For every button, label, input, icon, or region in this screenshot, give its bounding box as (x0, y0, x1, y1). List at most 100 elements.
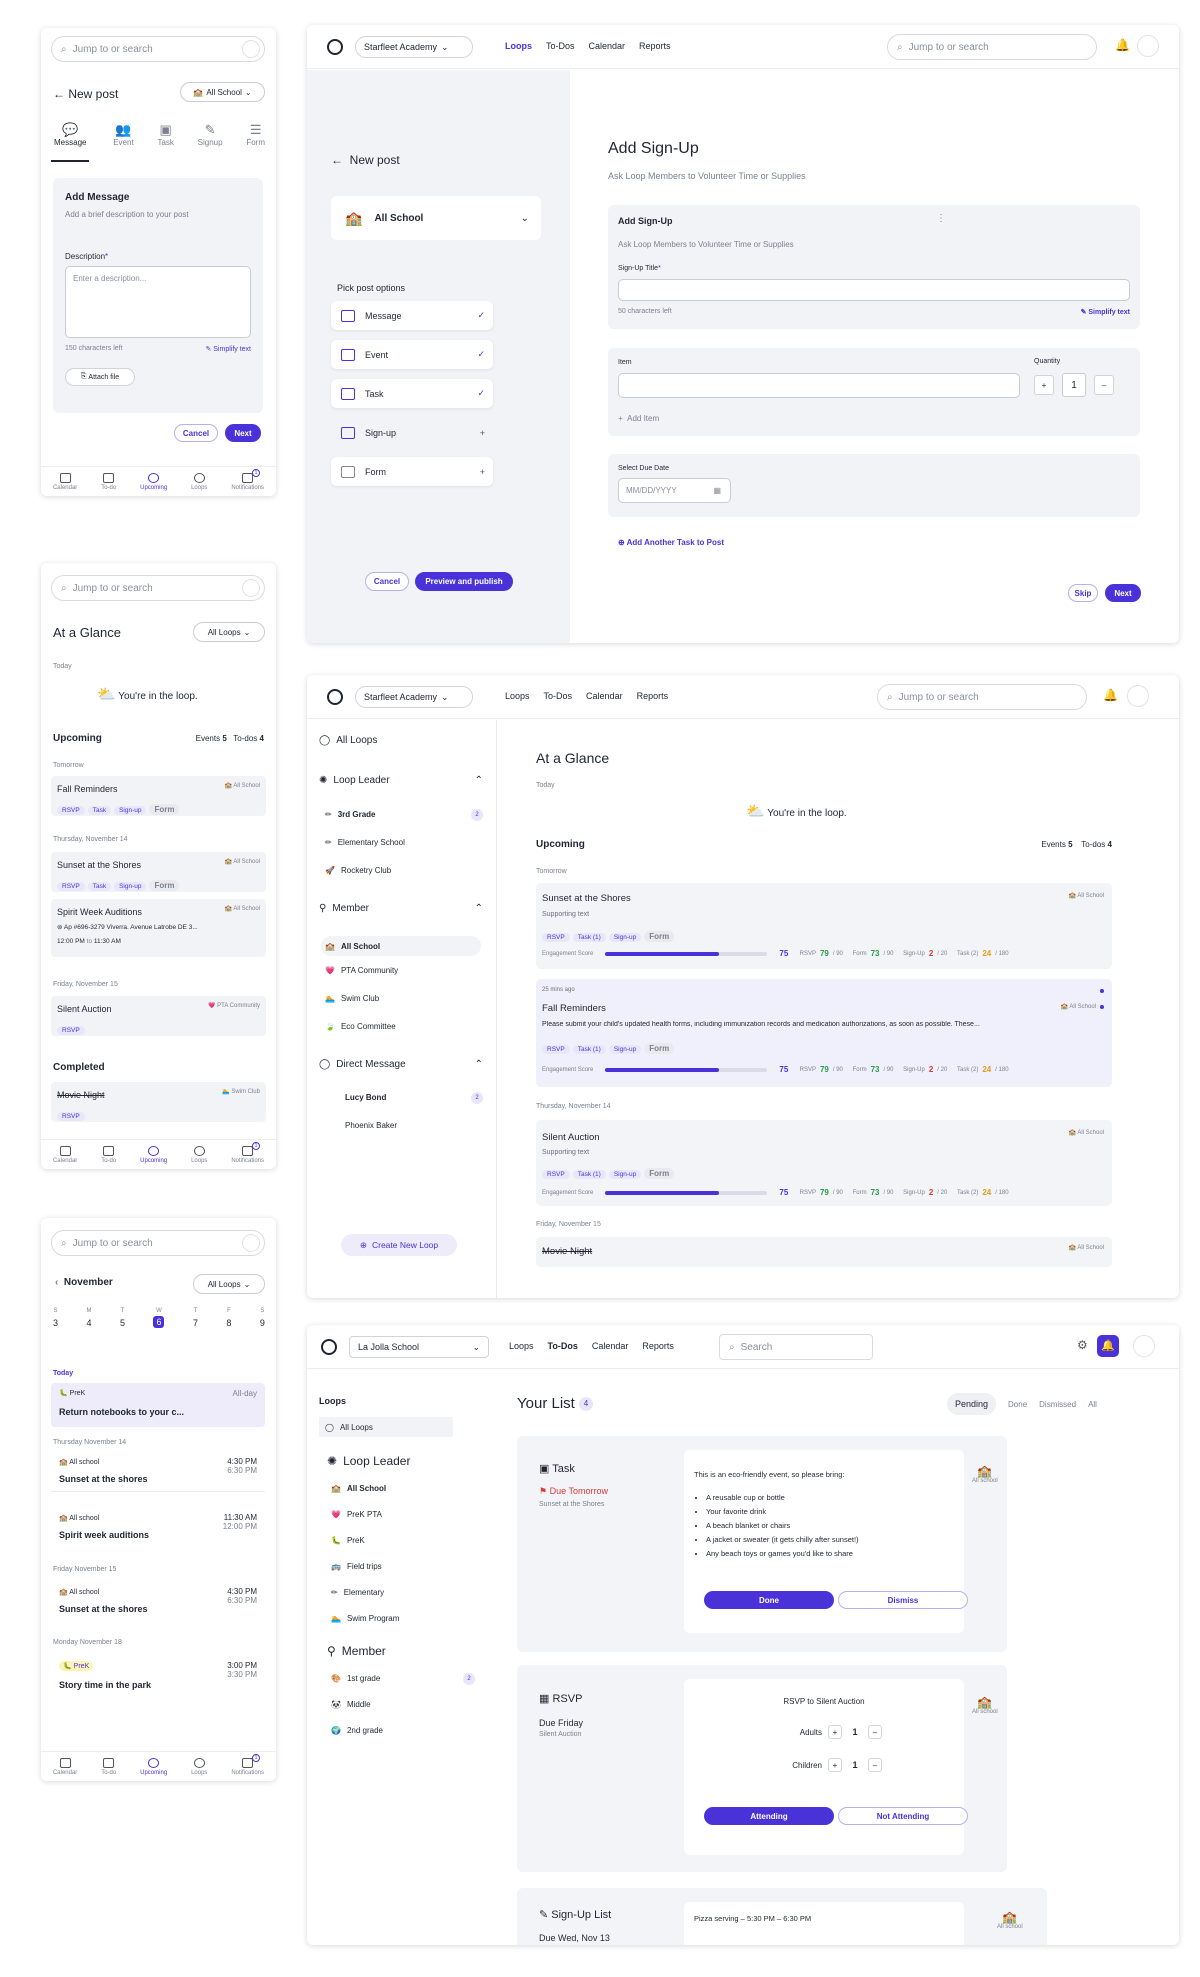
member-heading[interactable]: ⚲ Member ⌃ (319, 903, 483, 914)
event-card[interactable]: Fall Reminders 🏫 All School RSVP Task Sign-u… (51, 776, 266, 816)
due-date-input[interactable]: MM/DD/YYYY ▦ (618, 478, 731, 503)
bell-icon[interactable]: 🔔 (1103, 688, 1118, 702)
tab-event[interactable]: 👥 Event (113, 122, 134, 147)
adults-count[interactable]: 1 (852, 1727, 858, 1737)
tab-notifications[interactable]: 1 Notifications (231, 1753, 265, 1776)
member-heading[interactable]: ⚲ Member (327, 1644, 386, 1658)
decrement-button[interactable]: – (868, 1725, 882, 1739)
dismiss-button[interactable]: Dismiss (838, 1591, 968, 1609)
add-task-link[interactable]: ⊕ Add Another Task to Post (618, 538, 724, 547)
avatar[interactable] (1133, 1335, 1155, 1357)
tab-upcoming[interactable]: Upcoming (140, 1145, 167, 1164)
app-logo-icon[interactable] (327, 39, 343, 55)
tab-calendar[interactable]: Calendar (53, 1757, 77, 1776)
calendar-item[interactable]: 🐛 PreK All-day Return notebooks to your … (51, 1383, 265, 1427)
gear-icon[interactable]: ⚙ (1077, 1338, 1088, 1352)
sidebar-item[interactable]: 🏫 All School (331, 1484, 387, 1493)
increment-button[interactable]: + (828, 1725, 842, 1739)
sidebar-item[interactable]: 🌍 2nd grade (331, 1726, 383, 1735)
tab-notifications[interactable]: 1 Notifications (231, 1141, 265, 1164)
nav-todos[interactable]: To-Dos (543, 691, 573, 701)
option-task[interactable]: Task ✓ (331, 379, 493, 408)
event-card[interactable]: Sunset at the Shores 🏫 All School Suppor… (536, 883, 1112, 969)
increment-button[interactable]: + (1034, 375, 1054, 395)
filter-done[interactable]: Done (1008, 1399, 1028, 1409)
cancel-button[interactable]: Cancel (365, 572, 409, 591)
avatar[interactable] (242, 40, 260, 58)
tab-todo[interactable]: To-do (101, 472, 116, 491)
sidebar-item[interactable]: 🏊 Swim Program (331, 1614, 400, 1623)
sidebar-item[interactable]: 🚀 Rocketry Club (325, 866, 392, 875)
simplify-text-link[interactable]: ✎ Simplify text (1080, 309, 1130, 316)
filter-pending[interactable]: Pending (947, 1393, 997, 1415)
option-signup[interactable]: Sign-up + (331, 418, 493, 447)
calendar-item[interactable]: 🐛 PreK 3:00 PM 3:30 PM Story time in the … (51, 1656, 265, 1696)
search-input[interactable]: ⌕ Search (719, 1334, 873, 1360)
filter-dismissed[interactable]: Dismissed (1039, 1399, 1077, 1409)
tab-message[interactable]: 💬 Message (51, 122, 90, 162)
search-input[interactable]: ⌕ Jump to or search (887, 34, 1097, 60)
next-button[interactable]: Next (225, 424, 261, 442)
tab-form[interactable]: ☰ Form (246, 122, 265, 147)
search-input[interactable]: ⌕ Jump to or search (877, 684, 1087, 710)
description-field[interactable]: Enter a description... (65, 266, 251, 338)
filter-all[interactable]: All (1088, 1399, 1097, 1409)
attending-button[interactable]: Attending (704, 1807, 834, 1825)
nav-calendar[interactable]: Calendar (586, 691, 623, 701)
calendar-item[interactable]: 🏫 All school 11:30 AM 12:00 PM Spirit wee… (51, 1508, 265, 1548)
tab-loops[interactable]: Loops (191, 472, 207, 491)
back-new-post[interactable]: ← New post (331, 153, 400, 167)
nav-reports[interactable]: Reports (642, 1341, 674, 1351)
skip-button[interactable]: Skip (1068, 584, 1098, 602)
dm-item[interactable]: Phoenix Baker (345, 1121, 398, 1130)
tab-signup[interactable]: ✎ Signup (197, 122, 223, 147)
event-card[interactable]: Silent Auction 🏫 All School Supporting t… (536, 1120, 1112, 1206)
sidebar-item[interactable]: 🐼 Middle (331, 1700, 371, 1709)
app-logo-icon[interactable] (321, 1339, 337, 1355)
simplify-text-link[interactable]: ✎ Simplify text (205, 346, 251, 353)
create-loop-button[interactable]: ⊕ Create New Loop (341, 1234, 457, 1256)
tab-upcoming[interactable]: Upcoming (140, 472, 167, 491)
event-card[interactable]: Movie Night 🏊 Swim Club RSVP (51, 1082, 266, 1122)
sidebar-item[interactable]: 🐛 PreK (331, 1536, 365, 1545)
kebab-menu-icon[interactable]: ⋮ (936, 213, 946, 224)
sidebar-item[interactable]: 🏊 Swim Club (325, 994, 380, 1003)
nav-loops[interactable]: Loops (505, 41, 532, 51)
loops-filter[interactable]: All Loops ⌄ (193, 622, 265, 642)
sidebar-item-active[interactable]: 🏫 All School (321, 936, 481, 956)
event-card[interactable]: Movie Night 🏫 All School (536, 1237, 1112, 1267)
month-nav[interactable]: ‹ November (55, 1277, 113, 1288)
calendar-item[interactable]: 🏫 All school 4:30 PM 6:30 PM Sunset at th… (51, 1452, 265, 1492)
avatar[interactable] (242, 1234, 260, 1252)
calendar-item[interactable]: 🏫 All school 4:30 PM 6:30 PM Sunset at th… (51, 1582, 265, 1622)
sidebar-item[interactable]: 💗 PTA Community (325, 966, 399, 975)
event-card-new[interactable]: 25 mins ago Fall Reminders 🏫 All School … (536, 979, 1112, 1087)
app-logo-icon[interactable] (327, 689, 343, 705)
done-button[interactable]: Done (704, 1591, 834, 1609)
increment-button[interactable]: + (828, 1758, 842, 1772)
children-count[interactable]: 1 (852, 1760, 858, 1770)
next-button[interactable]: Next (1105, 584, 1141, 602)
sidebar-item[interactable]: ✏ Elementary School (325, 838, 405, 847)
school-select[interactable]: 🏫 All School ⌄ (180, 82, 265, 102)
event-card[interactable]: Spirit Week Auditions 🏫 All School ⊚ Ap #6… (51, 899, 266, 957)
event-card[interactable]: Silent Auction 💗 PTA Community RSVP (51, 996, 266, 1036)
option-form[interactable]: Form + (331, 457, 493, 486)
sidebar-item[interactable]: 🚌 Field trips (331, 1562, 382, 1571)
school-switcher[interactable]: Starfleet Academy ⌄ (355, 686, 473, 708)
tab-notifications[interactable]: 1 Notifications (231, 468, 265, 491)
nav-loops[interactable]: Loops (505, 691, 530, 701)
not-attending-button[interactable]: Not Attending (838, 1807, 968, 1825)
sidebar-item[interactable]: 🍃 Eco Committee (325, 1022, 396, 1031)
sidebar-item[interactable]: 🎨 1st grade 2 (331, 1672, 475, 1685)
cancel-button[interactable]: Cancel (174, 424, 218, 442)
preview-publish-button[interactable]: Preview and publish (415, 572, 513, 591)
nav-todos[interactable]: To-Dos (547, 1341, 578, 1351)
quantity-stepper[interactable]: + 1 – (1034, 373, 1114, 397)
nav-reports[interactable]: Reports (636, 691, 669, 701)
